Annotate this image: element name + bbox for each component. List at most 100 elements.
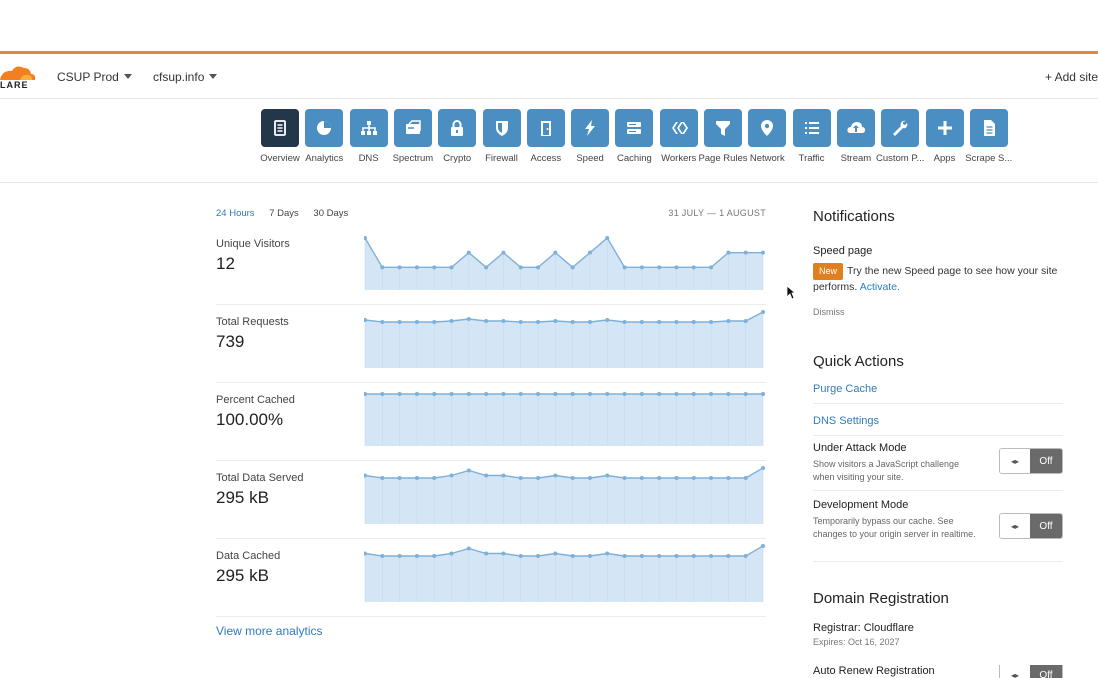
nav-item-network[interactable]: Network [737,109,797,164]
sparkline-point[interactable] [484,473,489,478]
sparkline-point[interactable] [709,554,714,558]
cloudflare-logo-icon[interactable] [0,62,36,92]
sparkline-point[interactable] [743,319,748,323]
sparkline-point[interactable] [570,392,575,396]
sparkline-point[interactable] [553,473,558,478]
sparkline-point[interactable] [518,476,523,480]
add-site-button[interactable]: + Add site [1044,70,1098,84]
dns-settings-link[interactable]: DNS Settings [813,415,1063,436]
nav-item-analytics[interactable]: Analytics [294,109,354,164]
dev-mode-toggle[interactable]: ◂▸ Off [999,513,1063,539]
sparkline-point[interactable] [414,265,419,270]
sparkline-point[interactable] [536,554,541,558]
sparkline-point[interactable] [553,392,558,396]
sparkline-point[interactable] [570,320,575,324]
sparkline-point[interactable] [657,265,662,270]
sparkline-point[interactable] [536,265,541,270]
sparkline-point[interactable] [432,392,437,396]
nav-button[interactable] [925,109,964,147]
sparkline-point[interactable] [605,392,610,396]
sparkline-point[interactable] [397,265,402,270]
sparkline-point[interactable] [605,236,610,240]
nav-button[interactable] [305,109,344,147]
sparkline-point[interactable] [674,320,679,324]
account-dropdown[interactable]: CSUP Prod [57,70,132,84]
sparkline-point[interactable] [691,392,696,396]
sparkline-point[interactable] [709,476,714,480]
sparkline-point[interactable] [414,320,419,324]
nav-item-apps[interactable]: Apps [915,109,975,164]
sparkline-point[interactable] [743,392,748,396]
sparkline-point[interactable] [466,468,471,473]
nav-item-stream[interactable]: Stream [826,109,886,164]
sparkline-point[interactable] [397,476,402,480]
sparkline-point[interactable] [536,476,541,480]
nav-button[interactable] [261,109,299,147]
sparkline-point[interactable] [674,554,679,558]
sparkline-point[interactable] [518,392,523,396]
nav-button[interactable] [969,109,1008,147]
sparkline-point[interactable] [657,320,662,324]
sparkline-point[interactable] [364,551,367,556]
sparkline-point[interactable] [622,476,627,480]
sparkline-point[interactable] [414,554,419,558]
nav-item-page-rules[interactable]: Page Rules [693,109,753,164]
nav-button[interactable] [571,109,610,147]
sparkline-point[interactable] [570,265,575,270]
sparkline-point[interactable] [622,554,627,558]
sparkline-point[interactable] [466,546,471,551]
sparkline-point[interactable] [518,265,523,270]
range-24h[interactable]: 24 Hours [216,208,255,219]
sparkline-point[interactable] [657,476,662,480]
sparkline-point[interactable] [364,392,367,396]
sparkline-point[interactable] [364,236,367,240]
sparkline-point[interactable] [449,319,454,323]
sparkline-point[interactable] [484,392,489,396]
sparkline-point[interactable] [397,392,402,396]
dismiss-link[interactable]: Dismiss [813,307,845,317]
sparkline-point[interactable] [536,320,541,324]
sparkline-point[interactable] [639,265,644,270]
sparkline-point[interactable] [536,392,541,396]
domain-dropdown[interactable]: cfsup.info [153,70,218,84]
nav-button[interactable] [881,109,920,147]
sparkline-point[interactable] [501,319,506,323]
nav-item-dns[interactable]: DNS [339,109,399,164]
sparkline-point[interactable] [639,392,644,396]
view-more-analytics-link[interactable]: View more analytics [216,624,323,638]
sparkline-point[interactable] [364,473,367,478]
nav-item-custom-p[interactable]: Custom P... [870,109,930,164]
sparkline-point[interactable] [587,476,592,480]
sparkline-point[interactable] [414,392,419,396]
sparkline-point[interactable] [553,551,558,556]
sparkline-point[interactable] [726,392,731,396]
sparkline-point[interactable] [674,476,679,480]
sparkline-point[interactable] [449,551,454,556]
nav-button[interactable] [615,109,654,147]
sparkline-point[interactable] [639,320,644,324]
nav-button[interactable] [704,109,742,147]
range-7d[interactable]: 7 Days [269,208,299,219]
nav-item-access[interactable]: Access [516,109,576,164]
sparkline-point[interactable] [380,320,385,324]
sparkline-point[interactable] [518,554,523,558]
sparkline-point[interactable] [414,476,419,480]
sparkline-point[interactable] [587,554,592,558]
sparkline-point[interactable] [761,310,765,314]
sparkline-point[interactable] [518,320,523,324]
nav-item-overview[interactable]: Overview [250,109,310,164]
sparkline-point[interactable] [587,392,592,396]
nav-item-workers[interactable]: Workers [649,109,709,164]
sparkline-point[interactable] [501,473,506,478]
sparkline-point[interactable] [466,392,471,396]
sparkline-point[interactable] [691,476,696,480]
sparkline-point[interactable] [605,473,610,478]
nav-item-caching[interactable]: Caching [604,109,664,164]
sparkline-point[interactable] [657,392,662,396]
sparkline-point[interactable] [709,320,714,324]
sparkline-point[interactable] [432,476,437,480]
activate-link[interactable]: Activate. [859,281,900,293]
sparkline-point[interactable] [553,319,558,323]
sparkline-point[interactable] [674,392,679,396]
sparkline-point[interactable] [622,265,627,270]
